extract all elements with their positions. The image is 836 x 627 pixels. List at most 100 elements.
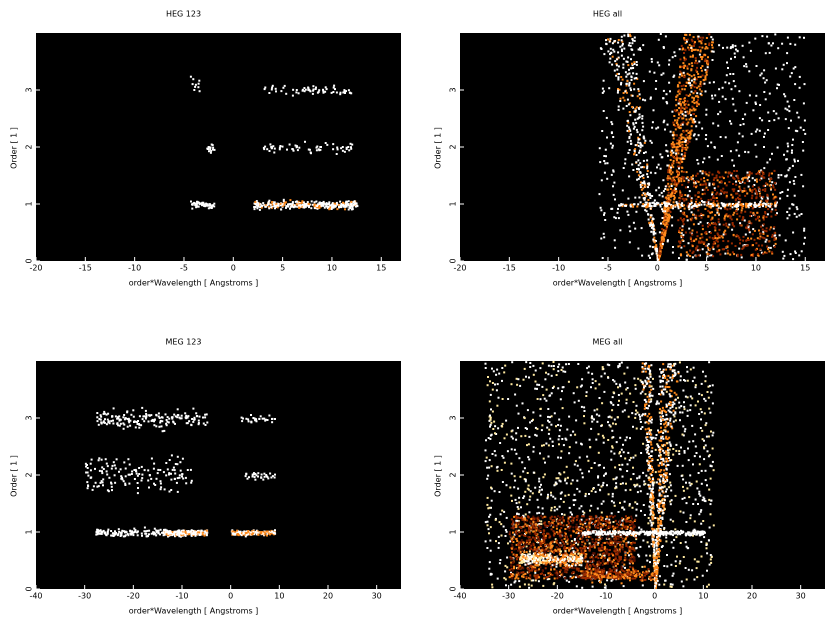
density-pixel bbox=[495, 433, 498, 435]
density-pixel bbox=[663, 503, 666, 506]
density-pixel bbox=[147, 420, 150, 423]
density-pixel bbox=[111, 534, 114, 537]
density-pixel bbox=[646, 170, 649, 172]
density-pixel bbox=[684, 147, 687, 149]
density-pixel bbox=[707, 225, 709, 228]
density-pixel bbox=[270, 206, 273, 209]
density-pixel bbox=[628, 137, 631, 140]
density-pixel bbox=[702, 161, 704, 164]
density-pixel bbox=[148, 414, 151, 417]
density-pixel bbox=[698, 46, 701, 49]
density-pixel bbox=[666, 219, 669, 222]
density-pixel bbox=[115, 458, 118, 461]
density-pixel bbox=[744, 194, 747, 197]
density-pixel bbox=[786, 100, 789, 103]
density-pixel bbox=[106, 532, 109, 535]
density-pixel bbox=[682, 220, 685, 223]
density-pixel bbox=[693, 97, 695, 100]
density-pixel bbox=[157, 412, 160, 415]
density-pixel bbox=[339, 93, 342, 96]
density-pixel bbox=[632, 123, 635, 126]
density-pixel bbox=[296, 202, 299, 205]
density-pixel bbox=[652, 511, 655, 514]
density-pixel bbox=[333, 202, 336, 205]
density-pixel bbox=[298, 146, 301, 149]
density-pixel bbox=[637, 167, 640, 170]
density-pixel bbox=[786, 217, 789, 220]
density-pixel bbox=[679, 227, 682, 230]
density-pixel bbox=[611, 55, 614, 58]
density-pixel bbox=[632, 122, 635, 125]
density-pixel bbox=[681, 411, 684, 414]
density-pixel bbox=[667, 409, 670, 412]
density-pixel bbox=[654, 204, 657, 207]
density-pixel bbox=[644, 183, 647, 186]
density-pixel bbox=[264, 86, 267, 89]
density-pixel bbox=[160, 425, 163, 428]
density-pixel bbox=[326, 207, 329, 210]
density-pixel bbox=[181, 457, 184, 460]
density-pixel bbox=[700, 216, 703, 219]
density-pixel bbox=[751, 189, 754, 192]
density-pixel bbox=[127, 458, 130, 461]
density-pixel bbox=[658, 64, 661, 67]
density-pixel bbox=[165, 462, 168, 464]
density-pixel bbox=[692, 134, 695, 137]
density-pixel bbox=[687, 46, 690, 49]
density-pixel bbox=[760, 200, 763, 203]
density-pixel bbox=[262, 532, 265, 535]
density-pixel bbox=[161, 420, 164, 423]
density-pixel bbox=[635, 409, 637, 412]
density-pixel bbox=[748, 231, 751, 234]
density-pixel bbox=[762, 205, 764, 208]
density-pixel bbox=[710, 36, 713, 39]
density-pixel bbox=[681, 202, 684, 205]
density-pixel bbox=[690, 129, 693, 132]
density-pixel bbox=[647, 377, 650, 380]
density-pixel bbox=[712, 196, 714, 199]
density-pixel bbox=[658, 431, 660, 434]
density-pixel bbox=[612, 501, 615, 504]
density-pixel bbox=[697, 37, 700, 40]
density-pixel bbox=[642, 192, 645, 195]
density-pixel bbox=[636, 117, 639, 120]
density-pixel bbox=[760, 251, 763, 254]
density-pixel bbox=[617, 88, 619, 90]
density-pixel bbox=[670, 173, 673, 176]
density-pixel bbox=[300, 201, 303, 204]
density-pixel bbox=[550, 423, 553, 426]
density-pixel bbox=[499, 513, 502, 516]
density-pixel bbox=[278, 146, 281, 149]
density-pixel bbox=[696, 235, 699, 238]
density-pixel bbox=[689, 231, 692, 234]
density-pixel bbox=[705, 113, 708, 116]
density-pixel bbox=[641, 117, 644, 120]
density-pixel bbox=[634, 107, 637, 110]
density-pixel bbox=[87, 474, 90, 477]
density-pixel bbox=[733, 253, 736, 256]
density-pixel bbox=[158, 425, 161, 428]
density-pixel bbox=[760, 175, 763, 178]
density-pixel bbox=[668, 63, 670, 66]
density-pixel bbox=[159, 419, 162, 422]
density-pixel bbox=[245, 531, 248, 534]
density-pixel bbox=[649, 436, 652, 439]
density-pixel bbox=[647, 517, 650, 519]
density-pixel bbox=[600, 485, 603, 488]
density-pixel bbox=[646, 182, 649, 185]
density-pixel bbox=[687, 121, 690, 124]
density-pixel bbox=[803, 83, 806, 86]
density-pixel bbox=[649, 381, 652, 384]
density-pixel bbox=[650, 421, 653, 424]
density-pixel bbox=[698, 248, 701, 251]
density-pixel bbox=[672, 176, 675, 179]
density-pixel bbox=[295, 89, 298, 91]
density-pixel bbox=[678, 165, 681, 168]
density-pixel bbox=[639, 201, 642, 204]
density-pixel bbox=[645, 383, 648, 385]
density-pixel bbox=[691, 380, 694, 383]
density-pixel bbox=[680, 65, 683, 68]
x-tick-label: 10 bbox=[274, 592, 284, 601]
density-pixel bbox=[157, 468, 160, 471]
density-pixel bbox=[803, 229, 806, 232]
